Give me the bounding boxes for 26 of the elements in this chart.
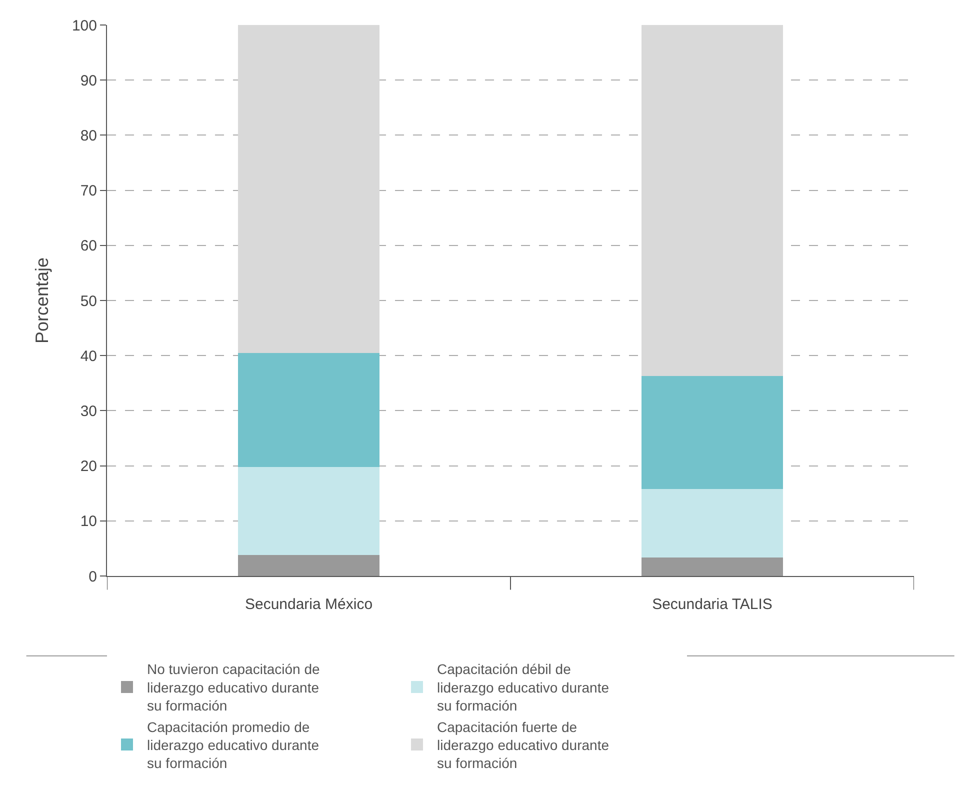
bar (238, 25, 380, 353)
legend-label: No tuvieron capacitación de liderazgo educativo durante su formación (147, 661, 320, 714)
bar (238, 352, 380, 467)
y-tick-label: 50 (80, 292, 97, 310)
y-tick-label: 0 (88, 568, 97, 586)
y-tick-label: 80 (80, 127, 97, 144)
bar (642, 488, 783, 558)
y-tick-label: 70 (80, 182, 97, 200)
bar (642, 376, 783, 489)
y-axis-title: Porcentaje (32, 257, 52, 344)
y-tick-label: 60 (80, 238, 97, 255)
y-tick-label: 40 (80, 348, 97, 365)
x-tick-label: Secundaria México (244, 596, 373, 613)
legend-label: Capacitación promedio de liderazgo educativo durante su formación (147, 718, 320, 772)
y-tick-label: 90 (80, 72, 97, 90)
y-tick-label: 10 (80, 513, 97, 530)
y-tick-label: 20 (80, 458, 97, 476)
y-tick-label: 30 (80, 402, 97, 420)
x-tick-label: Secundaria TALIS (652, 596, 772, 613)
legend-label: Capacitación fuerte de liderazgo educativo durante su formación (437, 718, 610, 772)
bar (642, 25, 783, 376)
legend-label: Capacitación débil de liderazgo educativo durante su formación (437, 661, 610, 714)
bar (642, 557, 783, 576)
bar (238, 555, 380, 576)
bar (238, 466, 380, 556)
y-tick-label: 100 (72, 17, 97, 34)
